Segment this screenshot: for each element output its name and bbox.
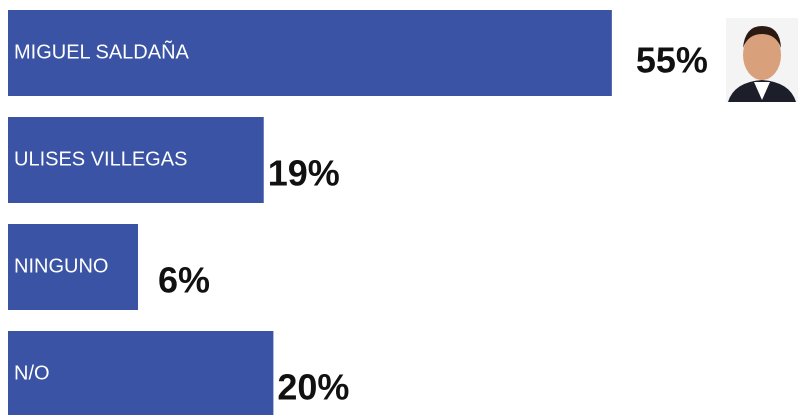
value-label: 20%	[277, 367, 349, 408]
value-label: 19%	[268, 153, 340, 194]
bar	[8, 10, 612, 96]
value-label: 6%	[158, 260, 210, 301]
candidate-photo	[726, 18, 798, 102]
category-label: MIGUEL SALDAÑA	[14, 39, 190, 63]
value-label: 55%	[636, 40, 708, 81]
category-label: N/O	[14, 362, 50, 384]
bar	[8, 331, 274, 415]
bar	[8, 117, 264, 203]
bar	[8, 224, 139, 310]
category-label: ULISES VILLEGAS	[14, 148, 187, 170]
category-label: NINGUNO	[14, 255, 108, 277]
